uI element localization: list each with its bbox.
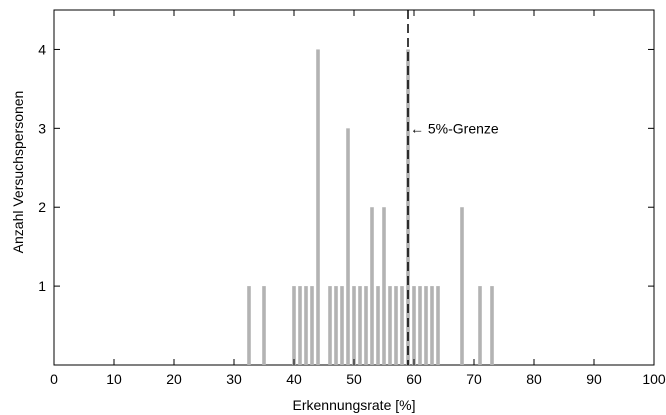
histogram-bar — [418, 286, 422, 365]
histogram-bar — [298, 286, 302, 365]
x-tick-label: 0 — [50, 371, 58, 387]
histogram-bar — [346, 128, 350, 365]
histogram-bar — [358, 286, 362, 365]
x-tick-label: 80 — [526, 371, 542, 387]
histogram-bar — [382, 207, 386, 365]
histogram-bar — [460, 207, 464, 365]
x-axis-label: Erkennungsrate [%] — [293, 397, 416, 413]
histogram-bar — [436, 286, 440, 365]
histogram-bar — [370, 207, 374, 365]
histogram-bar — [247, 286, 251, 365]
histogram-bar — [262, 286, 266, 365]
y-tick-label: 3 — [38, 120, 46, 136]
histogram-bar — [310, 286, 314, 365]
x-tick-label: 60 — [406, 371, 422, 387]
histogram-bar — [400, 286, 404, 365]
x-tick-label: 20 — [166, 371, 182, 387]
x-tick-label: 30 — [226, 371, 242, 387]
histogram-bar — [292, 286, 296, 365]
x-tick-label: 10 — [106, 371, 122, 387]
x-tick-label: 90 — [586, 371, 602, 387]
histogram-bar — [376, 286, 380, 365]
histogram-bar — [334, 286, 338, 365]
histogram-bar — [490, 286, 494, 365]
histogram-bar — [340, 286, 344, 365]
histogram-bar — [316, 49, 320, 365]
x-tick-label: 50 — [346, 371, 362, 387]
histogram-bar — [352, 286, 356, 365]
histogram-bar — [430, 286, 434, 365]
y-tick-label: 2 — [38, 199, 46, 215]
histogram-bar — [478, 286, 482, 365]
x-tick-label: 100 — [642, 371, 666, 387]
histogram-bar — [328, 286, 332, 365]
y-tick-label: 4 — [38, 41, 46, 57]
histogram-bar — [388, 286, 392, 365]
histogram-bar — [304, 286, 308, 365]
x-tick-label: 70 — [466, 371, 482, 387]
y-tick-label: 1 — [38, 278, 46, 294]
ticks-group: 0 10 20 30 40 50 60 70 80 90 100 1 2 3 4 — [38, 10, 666, 387]
y-axis-label: Anzahl Versuchspersonen — [10, 91, 26, 254]
threshold-label: ← 5%-Grenze — [410, 120, 499, 136]
x-tick-label: 40 — [286, 371, 302, 387]
histogram-bar — [394, 286, 398, 365]
histogram-bar — [364, 286, 368, 365]
histogram-bar — [424, 286, 428, 365]
histogram-bar — [412, 286, 416, 365]
